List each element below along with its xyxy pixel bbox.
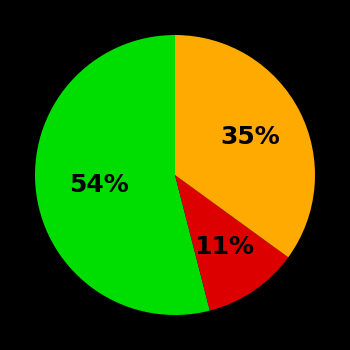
Text: 54%: 54% bbox=[69, 173, 128, 197]
Wedge shape bbox=[175, 35, 315, 257]
Wedge shape bbox=[35, 35, 210, 315]
Text: 35%: 35% bbox=[220, 125, 280, 149]
Wedge shape bbox=[175, 175, 288, 310]
Text: 11%: 11% bbox=[194, 235, 254, 259]
